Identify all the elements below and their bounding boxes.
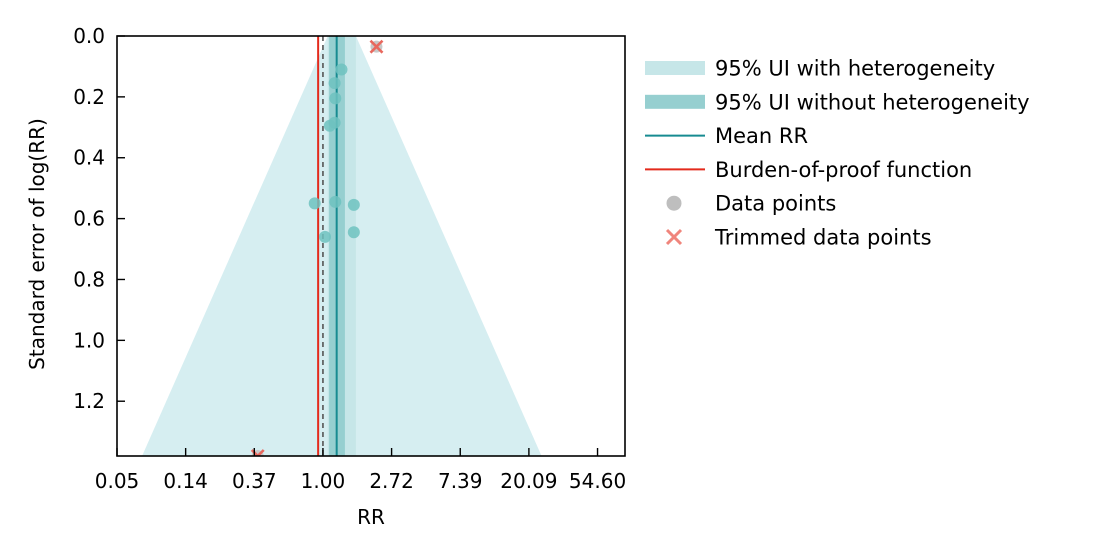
legend-swatch	[666, 195, 682, 211]
axis-ticks: 0.05 0.14 0.37 1.00 2.72 7.39 20.09 54.60 0.0 0.2…	[73, 24, 626, 493]
legend: 95% UI with heterogeneity 95% UI without …	[645, 57, 1030, 250]
y-tick-label: 0.2	[73, 85, 105, 109]
trimmed-point-marker	[369, 39, 384, 54]
x-axis-title: RR	[357, 505, 385, 529]
legend-label: 95% UI with heterogeneity	[715, 57, 995, 81]
legend-swatch	[665, 228, 683, 246]
legend-item-ui_het: 95% UI with heterogeneity	[645, 57, 995, 81]
legend-swatch	[645, 94, 705, 109]
data-point	[347, 226, 360, 239]
y-tick-label: 0.6	[73, 207, 105, 231]
y-tick-label: 1.0	[73, 328, 105, 352]
y-tick-label: 0.4	[73, 146, 105, 170]
legend-item-bop: Burden-of-proof function	[645, 158, 972, 182]
data-point	[323, 119, 336, 132]
data-point	[328, 77, 341, 90]
data-point	[329, 92, 342, 105]
plot-frame	[116, 35, 626, 457]
x-tick-label: 1.00	[301, 469, 346, 493]
legend-item-ui_nohet: 95% UI without heterogeneity	[645, 90, 1030, 114]
legend-swatch	[645, 61, 705, 75]
axes-frame	[116, 35, 626, 457]
y-tick-label: 0.8	[73, 267, 105, 291]
data-point	[308, 197, 321, 210]
x-tick-label: 0.14	[163, 469, 208, 493]
data-point	[319, 230, 332, 243]
legend-item-mean: Mean RR	[645, 124, 808, 148]
legend-label: Burden-of-proof function	[715, 158, 972, 182]
legend-label: Trimmed data points	[714, 226, 932, 250]
y-axis-title: Standard error of log(RR)	[25, 118, 49, 370]
plot-area	[142, 36, 542, 456]
x-tick-label: 54.60	[569, 469, 626, 493]
x-tick-label: 0.05	[95, 469, 140, 493]
legend-label: Mean RR	[715, 124, 808, 148]
data-point	[335, 63, 348, 76]
x-tick-label: 20.09	[500, 469, 557, 493]
x-tick-label: 2.72	[369, 469, 414, 493]
data-point	[329, 195, 342, 208]
x-tick-label: 0.37	[232, 469, 277, 493]
data-point	[347, 198, 360, 211]
x-tick-label: 7.39	[438, 469, 483, 493]
legend-item-data: Data points	[666, 192, 836, 216]
legend-item-trimmed: Trimmed data points	[665, 226, 932, 250]
y-tick-label: 1.2	[73, 389, 105, 413]
y-tick-label: 0.0	[73, 24, 105, 48]
legend-label: 95% UI without heterogeneity	[715, 90, 1030, 114]
legend-label: Data points	[715, 192, 836, 216]
